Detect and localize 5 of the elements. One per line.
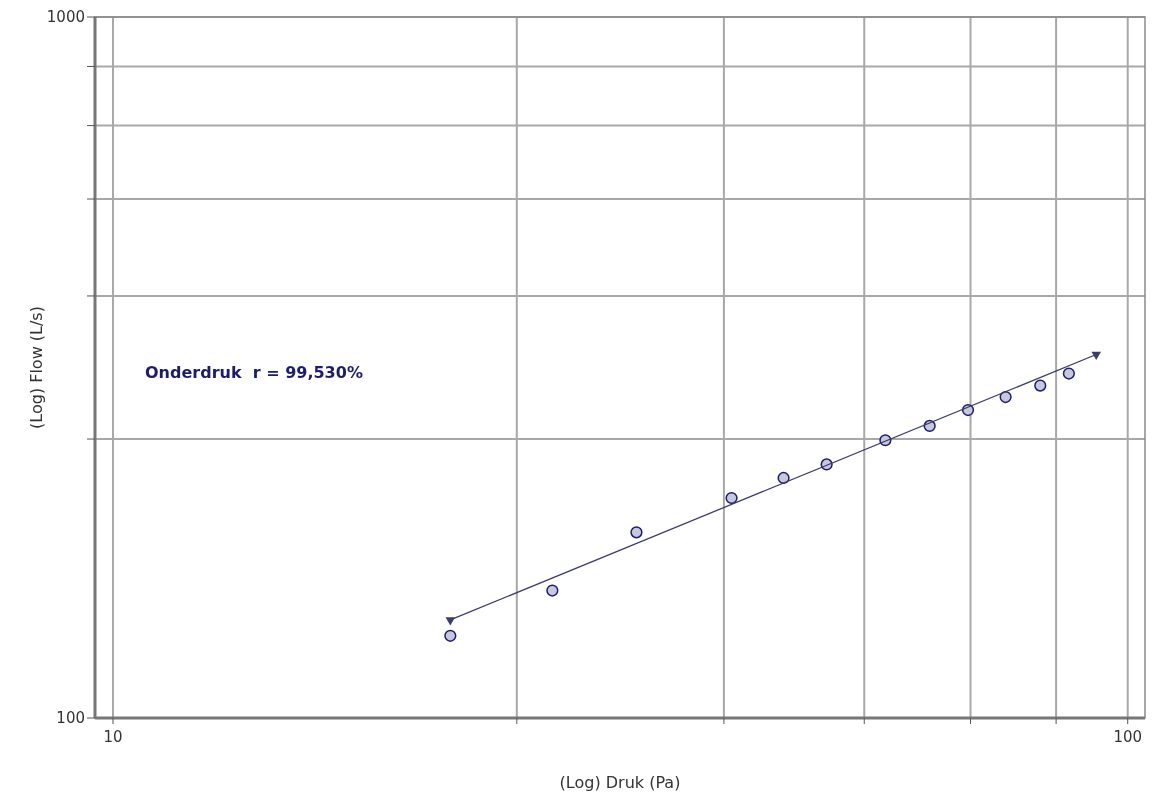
annotation: Onderdruk r = 99,530%: [145, 363, 363, 382]
y-axis-title: (Log) Flow (L/s): [27, 306, 46, 429]
x-axis-title: (Log) Druk (Pa): [559, 773, 681, 792]
x-tick-label: 10: [103, 728, 123, 746]
y-tick-label: 1000: [46, 8, 85, 26]
